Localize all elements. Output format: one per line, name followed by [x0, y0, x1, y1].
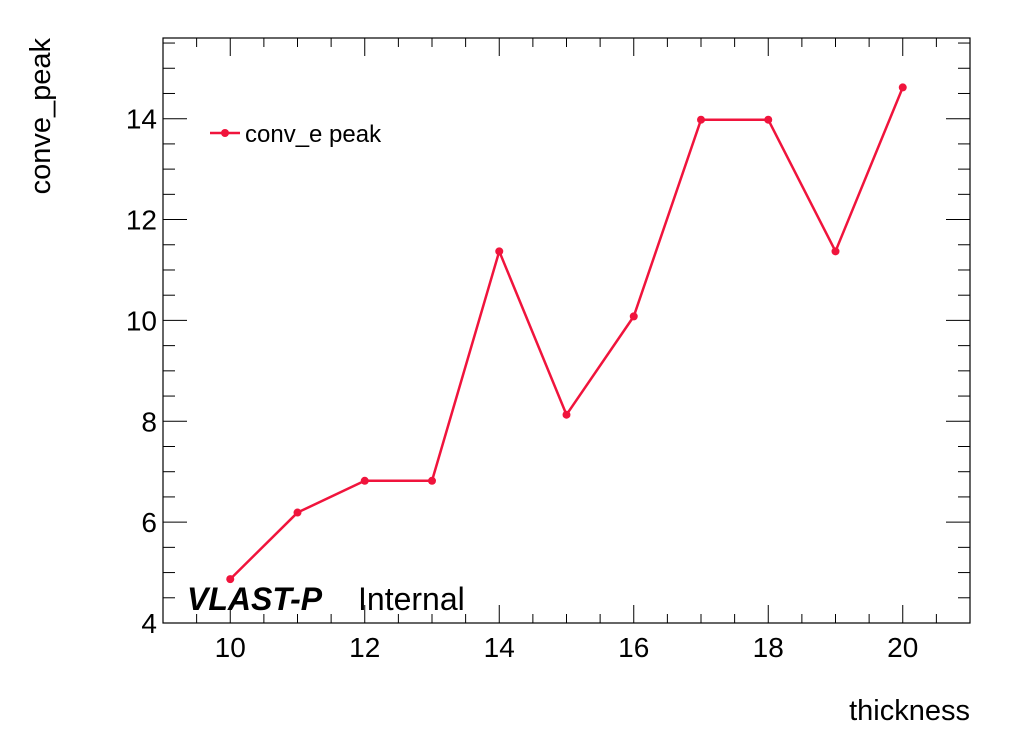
legend-marker: [221, 129, 229, 137]
data-point: [360, 476, 369, 485]
x-tick-label: 12: [349, 632, 380, 663]
y-tick-label: 8: [141, 406, 157, 437]
data-point: [629, 312, 638, 321]
y-tick-label: 10: [126, 305, 157, 336]
data-point: [226, 575, 235, 584]
data-point: [293, 508, 302, 517]
y-tick-label: 12: [126, 205, 157, 236]
status-label: Internal: [358, 581, 465, 617]
y-axis-tick-labels: 4 6 8 10 12 14: [126, 104, 157, 639]
data-point: [562, 410, 571, 419]
data-point: [697, 115, 705, 124]
series-line: [229, 86, 904, 581]
y-tick-label: 14: [126, 104, 157, 135]
x-tick-label: 20: [887, 632, 918, 663]
y-tick-label: 6: [141, 507, 157, 538]
y-axis-ticks: [163, 42, 970, 624]
x-tick-label: 10: [215, 632, 246, 663]
brand-label: VLAST-P: [187, 581, 323, 617]
data-point: [831, 247, 840, 256]
data-point: [764, 115, 773, 124]
x-axis-title: thickness: [849, 695, 970, 727]
x-axis-tick-labels: 10 12 14 16 18 20: [215, 632, 919, 663]
experiment-label: VLAST-P Internal: [187, 581, 465, 617]
x-tick-label: 16: [618, 632, 649, 663]
y-tick-label: 4: [141, 608, 157, 639]
x-axis-ticks: [196, 38, 937, 623]
legend: conv_e peak: [210, 121, 382, 148]
y-axis-title: conve_peak: [25, 38, 57, 195]
data-point: [898, 83, 907, 92]
data-point: [495, 247, 504, 256]
series-layer: [226, 83, 907, 584]
x-tick-label: 14: [484, 632, 515, 663]
data-point: [428, 476, 436, 485]
legend-label: conv_e peak: [245, 121, 382, 148]
x-tick-label: 18: [753, 632, 784, 663]
